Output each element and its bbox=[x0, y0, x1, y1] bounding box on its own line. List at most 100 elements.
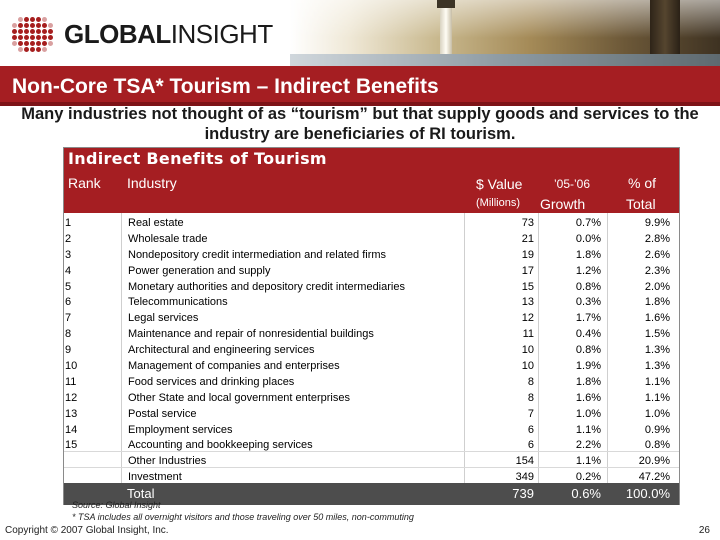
total-growth: 0.6% bbox=[571, 486, 601, 501]
growth-cell: 0.8% bbox=[575, 280, 601, 293]
value-cell: 8 bbox=[527, 391, 534, 404]
rank-cell: 6 bbox=[65, 296, 72, 309]
industry-cell: Legal services bbox=[128, 312, 199, 325]
pct-cell: 2.8% bbox=[644, 232, 670, 245]
column-divider bbox=[121, 213, 122, 485]
pct-cell: 1.1% bbox=[644, 391, 670, 404]
rank-cell: 10 bbox=[65, 360, 78, 373]
rank-cell: 8 bbox=[65, 328, 72, 341]
logo-wordmark: GLOBALINSIGHT bbox=[64, 21, 273, 47]
table-row: 12 Other State and local government enter… bbox=[64, 390, 679, 406]
table-row: 5 Monetary authorities and depository cre… bbox=[64, 279, 679, 295]
growth-cell: 1.2% bbox=[575, 264, 601, 277]
value-cell: 7 bbox=[527, 407, 534, 420]
table-row: 11 Food services and drinking places 8 1.8%… bbox=[64, 374, 679, 390]
pct-cell: 20.9% bbox=[638, 455, 670, 468]
column-divider bbox=[464, 213, 465, 485]
growth-cell: 0.2% bbox=[575, 471, 601, 484]
table-row: 10 Management of companies and enterprise… bbox=[64, 358, 679, 374]
value-cell: 10 bbox=[521, 344, 534, 357]
industry-cell: Architectural and engineering services bbox=[128, 344, 315, 357]
title-bar bbox=[0, 66, 720, 106]
growth-cell: 1.1% bbox=[575, 455, 601, 468]
logo-bold-text: GLOBAL bbox=[64, 19, 171, 49]
column-divider bbox=[538, 213, 539, 485]
logo-light-text: INSIGHT bbox=[170, 19, 273, 49]
table-row: 4 Power generation and supply 17 1.2% 2.3% bbox=[64, 263, 679, 279]
industry-cell: Management of companies and enterprises bbox=[128, 360, 340, 373]
industry-cell: Monetary authorities and depository cred… bbox=[128, 280, 405, 293]
row-divider bbox=[64, 451, 679, 452]
rank-cell: 14 bbox=[65, 423, 78, 436]
growth-cell: 0.4% bbox=[575, 328, 601, 341]
value-cell: 349 bbox=[515, 471, 534, 484]
pct-cell: 1.3% bbox=[644, 344, 670, 357]
growth-cell: 1.8% bbox=[575, 248, 601, 261]
industry-cell: Real estate bbox=[128, 217, 184, 229]
value-cell: 6 bbox=[527, 439, 534, 452]
benefits-table: Indirect Benefits of Tourism Rank Indust… bbox=[63, 147, 680, 505]
header-industry: Industry bbox=[127, 175, 177, 191]
pct-cell: 2.6% bbox=[644, 248, 670, 261]
value-cell: 154 bbox=[515, 455, 534, 468]
total-value: 739 bbox=[512, 486, 534, 501]
growth-cell: 1.8% bbox=[575, 375, 601, 388]
growth-cell: 1.6% bbox=[575, 391, 601, 404]
header-value: $ Value bbox=[476, 176, 523, 192]
pct-cell: 0.8% bbox=[644, 439, 670, 452]
header-growth: Growth bbox=[540, 196, 586, 212]
value-cell: 19 bbox=[521, 248, 534, 261]
growth-cell: 0.7% bbox=[575, 217, 601, 229]
globe-dots-icon bbox=[8, 12, 56, 56]
industry-cell: Employment services bbox=[128, 423, 233, 436]
industry-cell: Maintenance and repair of nonresidential… bbox=[128, 328, 374, 341]
growth-cell: 1.0% bbox=[575, 407, 601, 420]
pct-cell: 47.2% bbox=[638, 471, 670, 484]
lighthouse-image bbox=[437, 0, 455, 56]
rank-cell: 2 bbox=[65, 232, 72, 245]
total-label: Total bbox=[127, 486, 155, 501]
value-cell: 15 bbox=[521, 280, 534, 293]
pct-cell: 2.3% bbox=[644, 264, 670, 277]
table-row: 13 Postal service 7 1.0% 1.0% bbox=[64, 406, 679, 422]
industry-cell: Power generation and supply bbox=[128, 264, 271, 277]
global-insight-logo: GLOBALINSIGHT bbox=[8, 12, 298, 56]
header-photo bbox=[290, 0, 720, 66]
growth-cell: 1.9% bbox=[575, 360, 601, 373]
table-body: 1 Real estate 73 0.7% 9.9% 2 Wholesale trade 21… bbox=[64, 215, 679, 485]
value-cell: 11 bbox=[522, 328, 534, 341]
row-divider bbox=[64, 467, 679, 468]
rank-cell: 5 bbox=[65, 280, 72, 293]
rank-cell: 11 bbox=[65, 375, 77, 388]
total-pct: 100.0% bbox=[625, 486, 670, 501]
page-title: Non-Core TSA* Tourism – Indirect Benefit… bbox=[12, 75, 439, 98]
pct-cell: 9.9% bbox=[644, 217, 670, 229]
table-row: 1 Real estate 73 0.7% 9.9% bbox=[64, 215, 679, 231]
table-header-bar bbox=[64, 172, 679, 213]
rank-cell: 3 bbox=[65, 248, 72, 261]
growth-cell: 1.7% bbox=[575, 312, 601, 325]
value-cell: 6 bbox=[527, 423, 534, 436]
value-cell: 12 bbox=[521, 312, 534, 325]
header-pct-total: Total bbox=[626, 196, 656, 212]
pct-cell: 1.0% bbox=[644, 407, 670, 420]
table-row: 9 Architectural and engineering services 1… bbox=[64, 342, 679, 358]
header-pct-of: % of bbox=[628, 175, 657, 191]
rank-cell: 9 bbox=[65, 344, 72, 357]
total-row bbox=[64, 483, 679, 505]
table-row: 2 Wholesale trade 21 0.0% 2.8% bbox=[64, 231, 679, 247]
subtitle: Many industries not thought of as “touri… bbox=[21, 105, 699, 143]
industry-cell: Postal service bbox=[128, 407, 197, 420]
header-rank: Rank bbox=[68, 175, 101, 191]
rank-cell: 12 bbox=[65, 391, 78, 404]
source-note: Source: Global Insight bbox=[72, 500, 161, 510]
value-cell: 73 bbox=[521, 217, 534, 229]
rank-cell: 13 bbox=[65, 407, 78, 420]
growth-cell: 0.8% bbox=[575, 344, 601, 357]
header-growth-period: ’05-’06 bbox=[554, 177, 591, 191]
table-row: 8 Maintenance and repair of nonresidentia… bbox=[64, 326, 679, 342]
header-value-units: (Millions) bbox=[476, 197, 520, 209]
page-number: 26 bbox=[698, 525, 710, 536]
pct-cell: 1.3% bbox=[644, 360, 670, 373]
pct-cell: 1.8% bbox=[644, 296, 670, 309]
